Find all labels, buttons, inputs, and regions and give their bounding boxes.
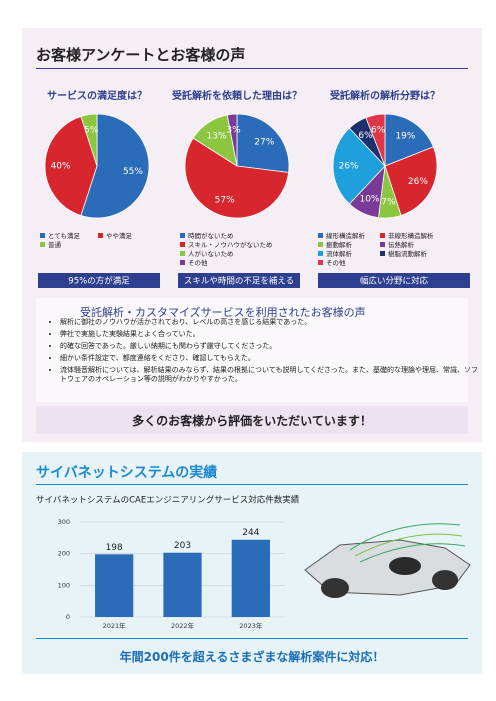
divider — [36, 484, 468, 485]
x-tick-label: 2021年 — [103, 621, 127, 630]
chart-title: 受託解析を依頼した理由は？ — [172, 89, 302, 102]
legend-label: とても満足 — [48, 232, 80, 240]
legend-swatch — [180, 242, 185, 247]
voice: 弊社で実施した実験結果とよく合っていた。 — [60, 330, 480, 339]
data-label: 13% — [207, 131, 227, 141]
legend-swatch — [318, 260, 323, 265]
pie-slice — [384, 146, 438, 216]
car-illustration — [304, 523, 471, 598]
data-label: 6% — [371, 126, 386, 136]
data-label: 26% — [408, 177, 428, 187]
caption: スキルや時間の不足を補える — [184, 276, 294, 287]
caption: 幅広い分野に対応 — [360, 276, 429, 287]
bar — [231, 539, 270, 617]
data-label: 26% — [339, 162, 359, 172]
section-title: お客様アンケートとお客様の声 — [36, 46, 246, 64]
caption-bar — [318, 273, 470, 288]
voice: 流体騒音解析については、解析結果のみならず、結果の根拠についても説明してくださっ… — [60, 366, 480, 384]
divider — [36, 638, 468, 639]
data-label: 6% — [358, 131, 373, 141]
legend-swatch — [180, 251, 185, 256]
chart-title: サービスの満足度は？ — [47, 89, 147, 102]
legend-label: その他 — [326, 258, 346, 267]
pie-slice — [80, 113, 98, 167]
y-tick-label: 300 — [58, 518, 70, 526]
pie-slice — [384, 113, 434, 167]
legend-swatch — [318, 233, 323, 238]
legend-label: やや満足 — [106, 232, 133, 240]
legend-label: 普通 — [48, 240, 62, 249]
legend-label: 振動解析 — [326, 240, 353, 249]
data-label: 203 — [174, 541, 191, 551]
divider — [36, 68, 468, 69]
voice: 細かい条件設定で、都度連絡をくださり、確認してもらえた。 — [60, 354, 480, 363]
pie-slice — [184, 137, 290, 219]
legend-label: その他 — [188, 258, 208, 267]
voice: 解析に御社のノウハウが活かされており、レベルの高さを感じる結果であった。 — [60, 318, 480, 327]
data-label: 10% — [359, 194, 379, 204]
y-tick-label: 200 — [58, 550, 70, 558]
chart-title: サイバネットシステムのCAEエンジニアリングサービス対応件数実績 — [36, 495, 300, 506]
bar — [95, 554, 134, 617]
data-label: 19% — [395, 131, 415, 141]
chart-title: 受託解析の解析分野は？ — [330, 89, 440, 102]
voice-list: 解析に御社のノウハウが活かされており、レベルの高さを感じる結果であった。弊社で実… — [40, 318, 480, 387]
legend-label: 線形構造解析 — [326, 231, 366, 240]
data-label: 3% — [226, 125, 241, 135]
pie-slice — [236, 113, 290, 173]
pie-slice — [80, 113, 150, 219]
legend-label: 流体解析 — [326, 249, 353, 258]
voice: 的確な回答であった。厳しい納期にも関わらず厳守してくださった。 — [60, 342, 480, 351]
footer-message: 年間200件を超えるさまざまな解析案件に対応！ — [119, 650, 385, 664]
data-label: 7% — [381, 198, 396, 208]
legend-label: 伝熱解析 — [388, 240, 415, 249]
data-label: 198 — [106, 543, 123, 553]
pie-slice — [44, 116, 98, 216]
banner-bg — [36, 406, 468, 434]
data-label: 5% — [84, 126, 99, 136]
pie-slice — [332, 127, 386, 205]
legend-label: 非線形構造解析 — [388, 231, 434, 240]
y-tick-label: 100 — [58, 581, 70, 589]
data-label: 57% — [215, 196, 235, 206]
caption-bar — [38, 273, 160, 288]
data-label: 27% — [254, 137, 274, 147]
legend-swatch — [380, 233, 385, 238]
legend-swatch — [380, 251, 385, 256]
data-label: 40% — [51, 162, 71, 172]
data-label: 244 — [242, 528, 259, 538]
caption-bar — [178, 273, 300, 288]
section-title: サイバネットシステムの実績 — [36, 465, 218, 481]
voice-title: 受託解析・カスタマイズサービスを利用されたお客様の声 — [80, 306, 366, 319]
legend-swatch — [180, 233, 185, 238]
x-tick-label: 2023年 — [239, 621, 263, 630]
x-tick-label: 2022年 — [171, 621, 195, 630]
caption: 95%の方が満足 — [68, 276, 130, 287]
legend-label: スキル・ノウハウがないため — [188, 240, 273, 249]
legend-swatch — [380, 242, 385, 247]
legend-swatch — [40, 233, 45, 238]
legend-label: 時間がないため — [188, 231, 234, 240]
legend-swatch — [318, 242, 323, 247]
voice-box — [36, 298, 468, 402]
pie-slice — [365, 113, 386, 167]
banner: 多くのお客様から評価をいただいています！ — [132, 414, 372, 428]
legend-swatch — [98, 233, 103, 238]
legend-swatch — [180, 260, 185, 265]
data-label: 55% — [123, 167, 143, 177]
legend-swatch — [40, 242, 45, 247]
y-tick-label: 0 — [66, 613, 70, 621]
legend-label: 人がいないため — [188, 249, 234, 258]
pie-slice — [226, 113, 238, 167]
legend-swatch — [318, 251, 323, 256]
bar — [163, 552, 202, 617]
legend-label: 樹脂流動解析 — [388, 249, 428, 258]
